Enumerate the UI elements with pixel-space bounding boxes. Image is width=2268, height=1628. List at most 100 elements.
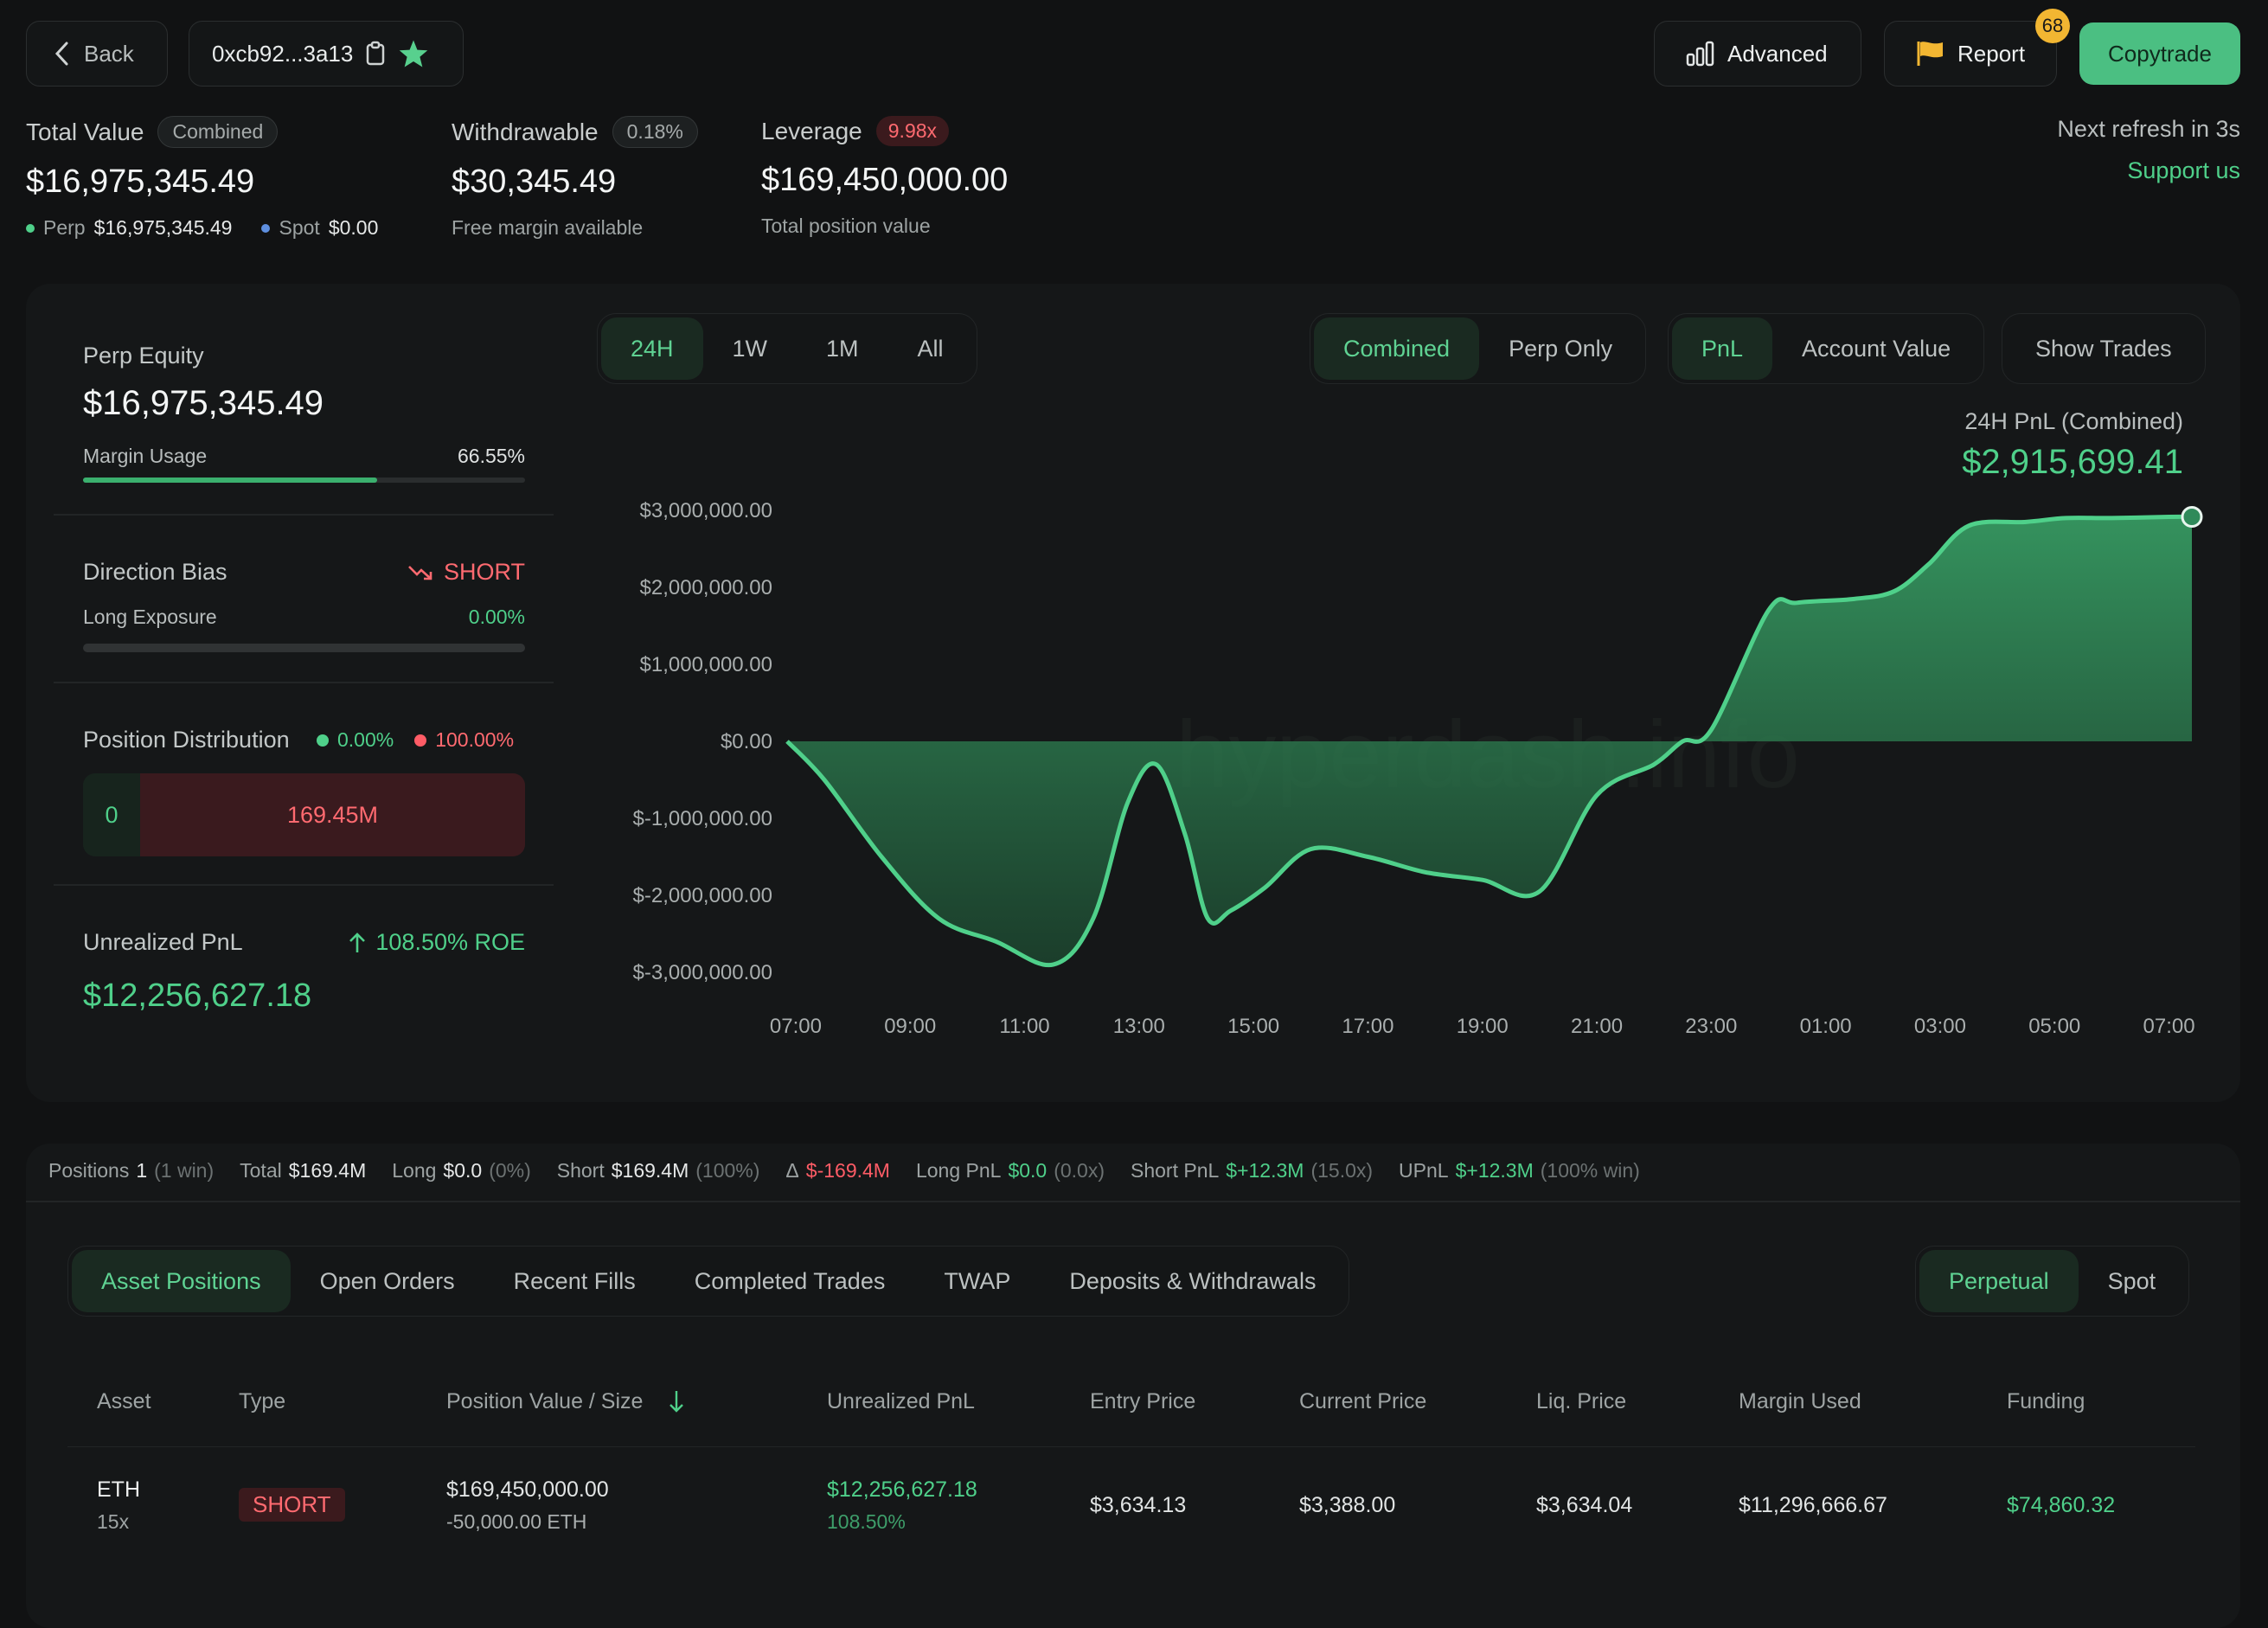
stat-note: (100% win) <box>1540 1159 1640 1182</box>
column-header-asset[interactable]: Asset <box>97 1389 151 1413</box>
column-header-margin-used[interactable]: Margin Used <box>1739 1389 1861 1413</box>
mode-perp-only[interactable]: Perp Only <box>1509 335 1613 362</box>
advanced-label: Advanced <box>1727 40 1828 67</box>
stat-value: $169.4M <box>288 1159 367 1182</box>
perp-dot <box>26 223 35 233</box>
report-count: 68 <box>2041 15 2064 36</box>
pnl-value: $2,915,699.41 <box>1962 443 2183 481</box>
show-trades-toggle[interactable]: Show Trades <box>2002 313 2206 384</box>
y-tick-label: $1,000,000.00 <box>640 653 772 676</box>
direction-bias-value: SHORT <box>443 559 525 585</box>
range-1w[interactable]: 1W <box>732 335 768 362</box>
leverage-sub: Total position value <box>761 215 931 237</box>
x-tick-label: 15:00 <box>1227 1015 1279 1038</box>
long-dot <box>317 734 329 747</box>
margin-used: $11,296,666.67 <box>1739 1493 1887 1517</box>
position-size: -50,000.00 ETH <box>446 1510 587 1533</box>
long-exposure-track <box>83 644 525 652</box>
stat-short-pnl: Short PnL $+12.3M (15.0x) <box>1131 1159 1373 1183</box>
tab-completed-trades[interactable]: Completed Trades <box>694 1267 886 1294</box>
x-tick-label: 07:00 <box>2143 1015 2195 1038</box>
metric-pnl[interactable]: PnL <box>1672 317 1773 380</box>
total-value-label: Total Value <box>26 118 144 145</box>
column-header-funding[interactable]: Funding <box>2007 1389 2085 1413</box>
latest-point-marker[interactable] <box>2181 506 2203 529</box>
perp-equity-label: Perp Equity <box>83 343 204 369</box>
report-label: Report <box>1957 40 2026 67</box>
support-link[interactable]: Support us <box>2127 157 2240 183</box>
show-trades-label: Show Trades <box>2035 335 2172 362</box>
column-header-unrealized-pnl[interactable]: Unrealized PnL <box>827 1389 975 1413</box>
metric-account-value[interactable]: Account Value <box>1802 335 1951 362</box>
tab-twap[interactable]: TWAP <box>944 1267 1011 1294</box>
tab-deposits-withdrawals[interactable]: Deposits & Withdrawals <box>1069 1267 1317 1294</box>
x-tick-label: 09:00 <box>884 1015 936 1038</box>
stat-upnl: UPnL $+12.3M (100% win) <box>1399 1159 1640 1183</box>
star-icon[interactable] <box>398 39 429 68</box>
arrow-up-icon <box>349 932 366 952</box>
stat-note: (15.0x) <box>1310 1159 1374 1182</box>
address-chip[interactable]: 0xcb92...3a13 <box>189 21 464 87</box>
stat-label: Δ <box>785 1159 799 1182</box>
sort-desc-icon[interactable] <box>668 1389 685 1418</box>
positions-stats-bar: Positions 1 (1 win) Total $169.4M Long $0.0 (… <box>48 1159 1666 1183</box>
market-spot[interactable]: Spot <box>2107 1267 2156 1294</box>
position-value: $169,450,000.00 <box>446 1477 609 1502</box>
y-tick-label: $2,000,000.00 <box>640 576 772 599</box>
side-divider <box>54 514 554 516</box>
tab-asset-positions[interactable]: Asset Positions <box>72 1250 291 1312</box>
column-header-current-price[interactable]: Current Price <box>1299 1389 1427 1413</box>
x-tick-label: 07:00 <box>770 1015 822 1038</box>
back-button[interactable]: Back <box>26 21 168 87</box>
stat-note: (100%) <box>695 1159 760 1182</box>
spot-dot <box>261 223 271 233</box>
position-dist-legend: 0.00% 100.00% <box>317 728 514 752</box>
tab-open-orders[interactable]: Open Orders <box>319 1267 455 1294</box>
x-tick-label: 01:00 <box>1800 1015 1852 1038</box>
clipboard-icon[interactable] <box>365 41 386 67</box>
copytrade-button[interactable]: Copytrade <box>2079 22 2240 85</box>
market-perpetual[interactable]: Perpetual <box>1919 1250 2079 1312</box>
report-button[interactable]: Report <box>1884 21 2057 87</box>
range-all[interactable]: All <box>917 335 944 362</box>
column-header-entry-price[interactable]: Entry Price <box>1090 1389 1196 1413</box>
copytrade-label: Copytrade <box>2108 40 2212 67</box>
y-tick-label: $-1,000,000.00 <box>633 807 772 830</box>
stat-value: 1 <box>136 1159 148 1182</box>
unrealized-pnl-pct: 108.50% <box>827 1510 906 1533</box>
perp-label: Perp <box>43 216 86 239</box>
stat-value: $+12.3M <box>1226 1159 1304 1182</box>
range-1m[interactable]: 1M <box>826 335 859 362</box>
mode-combined[interactable]: Combined <box>1314 317 1480 380</box>
stat-value: $-169.4M <box>805 1159 890 1182</box>
total-value: $16,975,345.49 <box>26 163 255 200</box>
range-24h[interactable]: 24H <box>601 317 703 380</box>
market-selector: Perpetual Spot <box>1915 1246 2190 1317</box>
margin-usage-fill <box>83 478 378 483</box>
withdrawable-value: $30,345.49 <box>452 163 617 200</box>
mode-selector: Combined Perp Only <box>1310 313 1647 384</box>
dist-long-pct: 0.00% <box>337 728 394 751</box>
dist-short-amount: 169.45M <box>286 801 379 828</box>
long-exposure-label: Long Exposure <box>83 606 217 628</box>
stat-value: $0.0 <box>443 1159 483 1182</box>
direction-bias-label: Direction Bias <box>83 559 227 585</box>
stat-label: Long <box>392 1159 437 1182</box>
column-header-position-value-size[interactable]: Position Value / Size <box>446 1389 644 1413</box>
tab-recent-fills[interactable]: Recent Fills <box>513 1267 636 1294</box>
leverage-label: Leverage <box>761 117 862 144</box>
refresh-text: Next refresh in 3s <box>2057 116 2240 142</box>
back-label: Back <box>84 40 134 67</box>
leverage-block: Leverage 9.98x $169,450,000.00 Total pos… <box>761 116 1008 238</box>
position-dist-label: Position Distribution <box>83 727 290 753</box>
column-header-type[interactable]: Type <box>239 1389 286 1413</box>
positions-tabs: Asset Positions Open Orders Recent Fills Co… <box>67 1246 1350 1317</box>
upnl-value: $12,256,627.18 <box>83 977 312 1014</box>
x-tick-label: 05:00 <box>2028 1015 2080 1038</box>
stat-note: (0%) <box>489 1159 531 1182</box>
advanced-button[interactable]: Advanced <box>1654 21 1861 87</box>
y-tick-label: $-2,000,000.00 <box>633 884 772 907</box>
stat-value: $0.0 <box>1008 1159 1048 1182</box>
column-header-liq-price[interactable]: Liq. Price <box>1536 1389 1627 1413</box>
x-tick-label: 13:00 <box>1113 1015 1165 1038</box>
